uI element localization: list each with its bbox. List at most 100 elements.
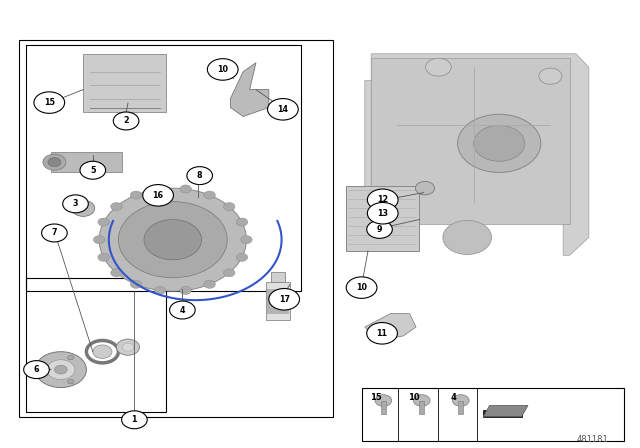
Polygon shape	[51, 152, 122, 172]
Circle shape	[116, 339, 140, 355]
Circle shape	[426, 58, 451, 76]
Text: 10: 10	[356, 283, 367, 292]
Polygon shape	[230, 63, 269, 116]
Circle shape	[443, 220, 492, 254]
Circle shape	[111, 269, 122, 277]
Text: 11: 11	[376, 329, 388, 338]
Circle shape	[474, 125, 525, 161]
Text: 15: 15	[370, 393, 381, 402]
Polygon shape	[365, 314, 416, 340]
Circle shape	[180, 286, 191, 294]
Text: 9: 9	[377, 225, 382, 234]
Circle shape	[144, 220, 202, 260]
Text: 8: 8	[197, 171, 202, 180]
Text: 12: 12	[377, 195, 388, 204]
Text: 16: 16	[152, 191, 164, 200]
Text: 7: 7	[52, 228, 57, 237]
Bar	[19, 40, 333, 417]
Bar	[362, 388, 624, 441]
Circle shape	[34, 92, 65, 113]
Bar	[271, 272, 285, 282]
Circle shape	[68, 379, 74, 384]
Circle shape	[80, 161, 106, 179]
Circle shape	[47, 360, 75, 379]
Circle shape	[170, 301, 195, 319]
Text: 4: 4	[180, 306, 185, 314]
Circle shape	[38, 367, 44, 372]
Circle shape	[223, 202, 235, 211]
Circle shape	[367, 189, 398, 211]
Circle shape	[375, 395, 392, 406]
Circle shape	[268, 99, 298, 120]
Circle shape	[68, 355, 74, 360]
Text: 15: 15	[44, 98, 55, 107]
Text: 6: 6	[34, 365, 39, 374]
Circle shape	[98, 218, 109, 226]
Circle shape	[43, 154, 66, 170]
Circle shape	[63, 195, 88, 213]
Circle shape	[236, 253, 248, 261]
Bar	[346, 186, 419, 251]
Circle shape	[223, 269, 235, 277]
Polygon shape	[483, 410, 522, 417]
Circle shape	[346, 277, 377, 298]
Bar	[419, 401, 424, 414]
Circle shape	[42, 224, 67, 242]
Circle shape	[99, 188, 246, 291]
Text: 17: 17	[278, 295, 290, 304]
Text: 14: 14	[277, 105, 289, 114]
Circle shape	[413, 395, 430, 406]
Polygon shape	[483, 405, 528, 417]
Text: 10: 10	[408, 393, 420, 402]
Circle shape	[154, 185, 166, 193]
Circle shape	[539, 68, 562, 84]
Circle shape	[241, 236, 252, 244]
Circle shape	[458, 114, 541, 172]
Circle shape	[204, 191, 215, 199]
Circle shape	[72, 200, 95, 216]
Circle shape	[113, 112, 139, 130]
Circle shape	[236, 218, 248, 226]
Polygon shape	[352, 54, 589, 255]
Bar	[26, 45, 301, 291]
Text: 5: 5	[90, 166, 95, 175]
Text: 13: 13	[377, 209, 388, 218]
Bar	[458, 401, 463, 414]
Circle shape	[54, 365, 67, 374]
Circle shape	[367, 323, 397, 344]
Circle shape	[93, 345, 112, 358]
Circle shape	[452, 395, 469, 406]
Circle shape	[24, 361, 49, 379]
Circle shape	[122, 411, 147, 429]
Circle shape	[187, 167, 212, 185]
Circle shape	[48, 158, 61, 167]
Polygon shape	[83, 54, 166, 112]
Circle shape	[93, 236, 105, 244]
Bar	[26, 278, 166, 412]
Text: 10: 10	[217, 65, 228, 74]
Circle shape	[367, 202, 398, 224]
Text: 1: 1	[132, 415, 137, 424]
Bar	[381, 401, 386, 414]
Polygon shape	[371, 58, 570, 224]
Circle shape	[118, 202, 227, 278]
Circle shape	[180, 185, 191, 193]
Circle shape	[98, 253, 109, 261]
Circle shape	[415, 181, 435, 195]
Circle shape	[269, 289, 300, 310]
Circle shape	[111, 202, 122, 211]
Text: MTF: MTF	[273, 299, 283, 304]
Circle shape	[143, 185, 173, 206]
Bar	[266, 282, 290, 320]
Text: 4: 4	[450, 393, 456, 402]
Circle shape	[35, 352, 86, 388]
Bar	[267, 289, 289, 314]
Polygon shape	[371, 325, 397, 340]
Circle shape	[131, 191, 142, 199]
Circle shape	[367, 220, 392, 238]
Circle shape	[122, 343, 134, 351]
Circle shape	[131, 280, 142, 289]
Text: 481181: 481181	[576, 435, 608, 444]
Circle shape	[204, 280, 215, 289]
Text: 3: 3	[73, 199, 78, 208]
